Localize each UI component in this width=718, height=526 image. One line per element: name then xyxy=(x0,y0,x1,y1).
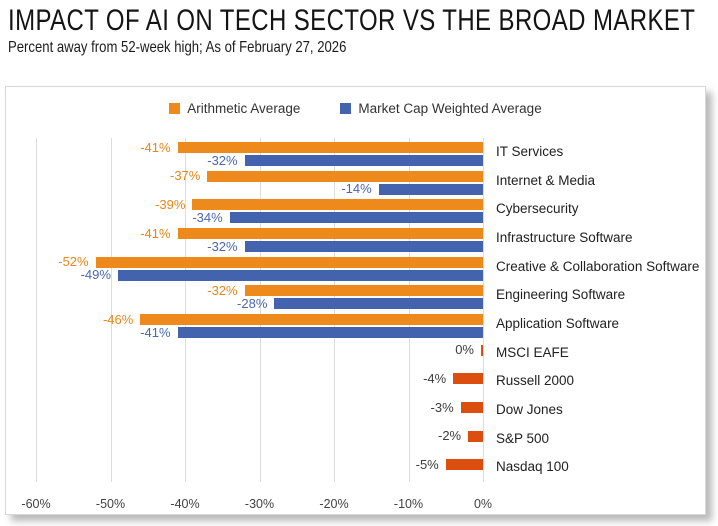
bar-value-label: -28% xyxy=(237,295,268,311)
page-subtitle: Percent away from 52-week high; As of Fe… xyxy=(8,39,347,56)
chart-card: Arithmetic Average Market Cap Weighted Av… xyxy=(5,86,706,515)
bar-value-label: -32% xyxy=(207,238,238,254)
bar-value-label: -39% xyxy=(155,196,186,212)
bar-value-label: -3% xyxy=(430,399,454,415)
category-label: IT Services xyxy=(496,144,564,159)
gridline--20 xyxy=(334,138,335,482)
bar-index xyxy=(460,402,483,413)
bar-index xyxy=(468,430,483,442)
bar-arithmetic xyxy=(207,170,483,182)
bar-value-label: -5% xyxy=(415,456,439,472)
legend-label: Market Cap Weighted Average xyxy=(358,101,542,116)
bar-arithmetic xyxy=(95,256,483,268)
bar-index xyxy=(453,373,483,385)
chart-legend: Arithmetic Average Market Cap Weighted Av… xyxy=(6,101,705,116)
x-axis-tick-label: -40% xyxy=(170,497,200,511)
category-label: Infrastructure Software xyxy=(496,230,633,245)
category-label: MSCI EAFE xyxy=(496,344,569,360)
category-label: Cybersecurity xyxy=(496,201,579,217)
bar-value-label: -32% xyxy=(207,152,238,168)
category-label: S&P 500 xyxy=(496,430,550,446)
bar-weighted xyxy=(378,183,483,195)
bar-arithmetic xyxy=(177,228,483,239)
x-axis-tick-label: -50% xyxy=(95,497,126,511)
gridline-0 xyxy=(483,138,484,482)
bar-index xyxy=(481,344,483,356)
x-axis-tick-label: -20% xyxy=(319,497,349,511)
bar-weighted xyxy=(274,298,483,310)
category-label: Russell 2000 xyxy=(496,373,575,389)
weighted-legend-swatch-icon xyxy=(340,103,352,114)
bar-weighted xyxy=(244,241,483,252)
bar-weighted xyxy=(229,212,483,224)
category-label: Nasdaq 100 xyxy=(496,459,569,475)
bar-arithmetic xyxy=(244,285,483,297)
bar-arithmetic xyxy=(192,199,483,211)
bar-arithmetic xyxy=(177,142,483,153)
bar-weighted xyxy=(244,155,483,166)
gridline--30 xyxy=(259,138,261,482)
bar-index xyxy=(445,459,483,471)
gridline--60 xyxy=(36,138,37,482)
bar-value-label: -41% xyxy=(140,139,171,155)
bar-value-label: 0% xyxy=(455,342,474,358)
gridline--40 xyxy=(185,138,186,482)
bar-value-label: -14% xyxy=(341,181,372,197)
x-axis-tick-label: -30% xyxy=(244,497,275,511)
bar-value-label: -2% xyxy=(437,428,462,444)
bar-value-label: -49% xyxy=(80,267,111,283)
bar-value-label: -52% xyxy=(58,254,89,270)
legend-label: Arithmetic Average xyxy=(187,101,301,116)
bar-value-label: -37% xyxy=(170,168,201,184)
category-label: Internet & Media xyxy=(496,172,596,188)
category-label: Dow Jones xyxy=(496,402,563,417)
gridline--50 xyxy=(110,138,112,482)
legend-item-weighted: Market Cap Weighted Average xyxy=(340,101,542,116)
chart-plot-area: -60% -50% -40% -30% -20% -10% 0% -41% -32% IT Ser… xyxy=(6,87,705,514)
bar-weighted xyxy=(117,269,483,281)
bar-value-label: -32% xyxy=(207,282,238,298)
x-axis-tick-label: -10% xyxy=(393,497,424,511)
category-label: Creative & Collaboration Software xyxy=(496,258,700,274)
page-title: IMPACT OF AI ON TECH SECTOR VS THE BROAD… xyxy=(8,4,696,37)
bar-weighted xyxy=(177,327,483,338)
bar-value-label: -41% xyxy=(140,225,171,241)
x-axis-tick-label: -60% xyxy=(21,497,51,511)
bar-arithmetic xyxy=(140,314,483,325)
category-label: Engineering Software xyxy=(496,287,626,303)
arithmetic-legend-swatch-icon xyxy=(169,103,181,114)
bar-value-label: -34% xyxy=(192,209,223,225)
legend-item-arithmetic: Arithmetic Average xyxy=(169,101,300,116)
category-label: Application Software xyxy=(496,316,620,331)
bar-value-label: -4% xyxy=(423,370,447,386)
bar-value-label: -41% xyxy=(140,324,171,340)
gridline--10 xyxy=(408,138,410,482)
x-axis-tick-label: 0% xyxy=(473,497,493,511)
bar-value-label: -46% xyxy=(102,311,134,327)
